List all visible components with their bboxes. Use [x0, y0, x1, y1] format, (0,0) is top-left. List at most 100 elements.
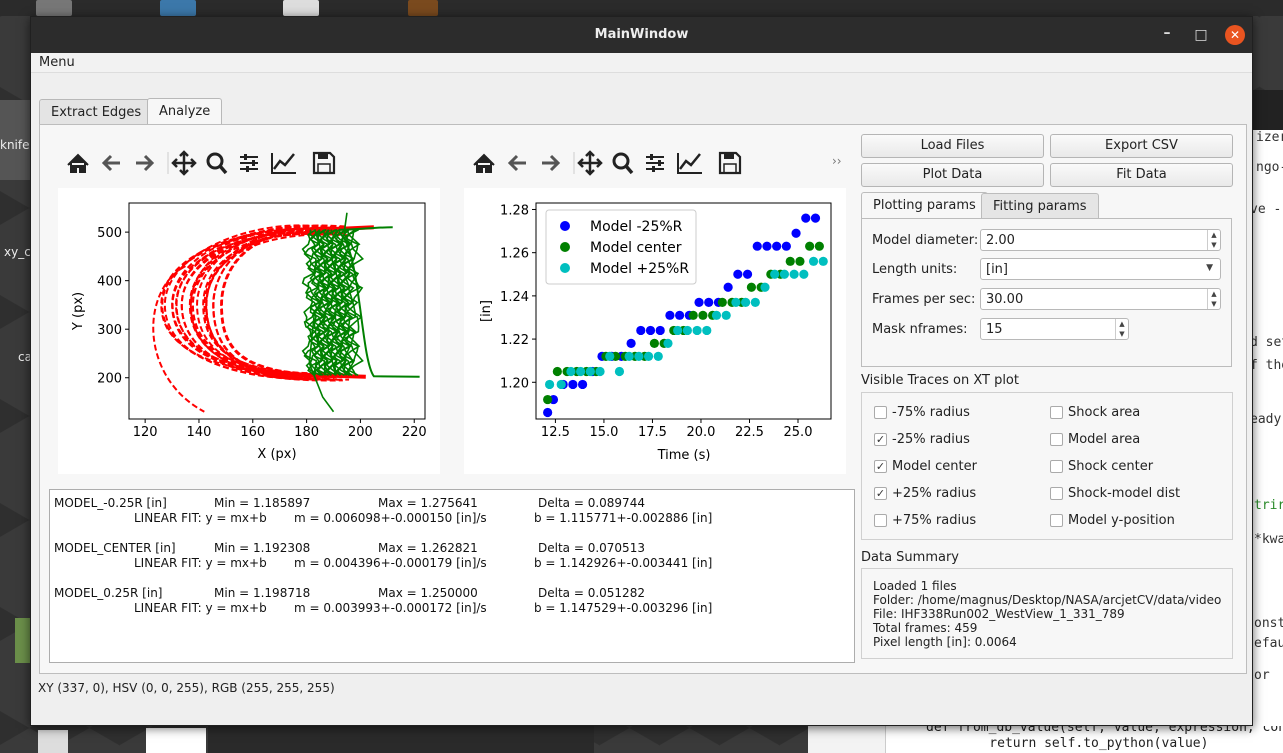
checkbox-icon[interactable]: [1050, 406, 1063, 419]
data-point: [702, 325, 712, 336]
edit-axes-icon[interactable]: [271, 153, 296, 174]
home-icon[interactable]: [473, 153, 495, 173]
checkbox-icon[interactable]: [1050, 433, 1063, 446]
data-point: [704, 297, 714, 307]
close-icon[interactable]: ✕: [1225, 25, 1245, 45]
tab-fitting-params[interactable]: Fitting params: [981, 193, 1099, 218]
xy-x-axis: 120 140 160 180 200 220: [133, 419, 427, 440]
legend-marker: [560, 242, 570, 252]
edit-axes-icon[interactable]: [677, 153, 702, 174]
xy-plot-toolbar: [67, 150, 336, 176]
document-icon[interactable]: [38, 730, 68, 753]
xy-plot[interactable]: 120 140 160 180 200 220 500 400 300 200 X (px) Y…: [58, 188, 440, 474]
checkbox-checked-icon[interactable]: ✓: [874, 433, 887, 446]
title-bar[interactable]: MainWindow – □ ✕: [31, 17, 1252, 53]
pan-icon[interactable]: [577, 150, 603, 176]
data-point: [810, 213, 821, 223]
tab-analyze[interactable]: Analyze: [147, 98, 223, 126]
xy-axes-frame: [128, 202, 426, 420]
configure-subplots-icon[interactable]: [240, 154, 258, 172]
spin-arrows-icon[interactable]: ▲ ▼: [1207, 230, 1220, 250]
xt-plot[interactable]: 12.5 15.0 17.5 20.0 22.5 25.0 1.28 1.26 1.24 1.2…: [464, 188, 846, 474]
result-max: Max = 1.250000: [378, 586, 478, 600]
load-files-button[interactable]: Load Files: [861, 134, 1044, 158]
pan-icon[interactable]: [171, 150, 197, 176]
fit-data-button[interactable]: Fit Data: [1050, 163, 1233, 187]
data-point: [746, 282, 757, 292]
back-icon[interactable]: [507, 154, 526, 172]
result-name: MODEL_-0.25R [in]: [54, 496, 167, 510]
desktop-file-label[interactable]: ca: [18, 350, 32, 364]
trace-checkbox-label: Model center: [892, 459, 977, 474]
trace-checkbox-label: +25% radius: [892, 486, 977, 501]
save-icon[interactable]: [718, 151, 742, 175]
data-point: [624, 351, 634, 361]
model-diameter-spinbox[interactable]: 2.00 ▲ ▼: [980, 229, 1221, 251]
toolbar-overflow-icon[interactable]: ››: [832, 154, 842, 168]
background-editor: izer ngo-c ve - C d set f the eady trir …: [1250, 90, 1283, 753]
data-point: [543, 407, 553, 418]
length-units-select[interactable]: [in] ▼: [980, 258, 1221, 280]
desktop-thumbnail[interactable]: [15, 618, 30, 663]
configure-subplots-icon[interactable]: [646, 154, 664, 172]
result-m: m = 0.004396+-0.000179 [in]/s: [294, 556, 487, 570]
desktop-file-label[interactable]: knife: [0, 100, 30, 180]
data-point: [636, 325, 646, 336]
forward-icon[interactable]: [136, 154, 155, 172]
data-point: [731, 297, 741, 307]
data-point: [653, 351, 663, 361]
tab-plotting-params[interactable]: Plotting params: [861, 192, 988, 219]
maximize-icon[interactable]: □: [1194, 27, 1208, 43]
checkbox-icon[interactable]: [1050, 460, 1063, 473]
zoom-icon[interactable]: [612, 152, 634, 175]
image-icon[interactable]: [408, 0, 438, 16]
data-point: [688, 310, 698, 320]
menu-item[interactable]: Menu: [39, 55, 75, 70]
checkbox-icon[interactable]: [1050, 514, 1063, 527]
plot-data-button[interactable]: Plot Data: [861, 163, 1044, 187]
model-trace: [339, 229, 359, 376]
checkbox-checked-icon[interactable]: ✓: [874, 460, 887, 473]
menu-bar: Menu: [31, 53, 1252, 73]
save-icon[interactable]: [312, 151, 336, 175]
forward-icon[interactable]: [542, 154, 561, 172]
trace-checkbox-label: -75% radius: [892, 405, 970, 420]
checkbox-icon[interactable]: [874, 514, 887, 527]
back-icon[interactable]: [101, 154, 120, 172]
mask-nframes-spinbox[interactable]: 15 ▲ ▼: [980, 318, 1129, 340]
legend-label: Model center: [590, 240, 682, 256]
document-icon[interactable]: [283, 0, 319, 16]
checkbox-icon[interactable]: [874, 406, 887, 419]
shock-trace: [163, 224, 318, 380]
tab-extract-edges[interactable]: Extract Edges: [39, 99, 154, 125]
minimize-icon[interactable]: –: [1163, 25, 1171, 41]
desktop-file-label[interactable]: xy_co: [4, 245, 39, 259]
x-tick-label: 200: [348, 425, 373, 440]
image-thumbnail[interactable]: [146, 728, 206, 753]
x-tick-label: 120: [133, 425, 158, 440]
summary-line: File: IHF338Run002_WestView_1_331_789: [873, 607, 1125, 621]
home-folder-icon[interactable]: [36, 0, 72, 16]
editor-text: ngo-c: [1256, 160, 1283, 175]
spin-arrows-icon[interactable]: ▲ ▼: [1207, 289, 1220, 309]
shock-trace: [180, 231, 320, 381]
data-point: [805, 241, 815, 251]
status-bar: XY (337, 0), HSV (0, 0, 255), RGB (255, …: [38, 681, 335, 695]
spin-arrows-icon[interactable]: ▲ ▼: [1115, 319, 1128, 339]
data-point: [595, 366, 605, 377]
checkbox-checked-icon[interactable]: ✓: [874, 487, 887, 500]
data-point: [760, 282, 770, 292]
model-trace: [313, 229, 333, 376]
code-line: return self.to_python(value): [958, 736, 1209, 751]
fps-spinbox[interactable]: 30.00 ▲ ▼: [980, 288, 1221, 310]
home-icon[interactable]: [67, 153, 89, 173]
zoom-icon[interactable]: [206, 152, 228, 175]
python-icon[interactable]: [160, 0, 196, 16]
checkbox-icon[interactable]: [1050, 487, 1063, 500]
x-tick-label: 180: [294, 425, 319, 440]
export-csv-button[interactable]: Export CSV: [1050, 134, 1233, 158]
x-tick-label: 140: [187, 425, 212, 440]
data-point: [698, 310, 708, 320]
results-textbox[interactable]: MODEL_-0.25R [in] Min = 1.185897 Max = 1…: [49, 489, 855, 663]
x-tick-label: 20.0: [686, 425, 715, 440]
